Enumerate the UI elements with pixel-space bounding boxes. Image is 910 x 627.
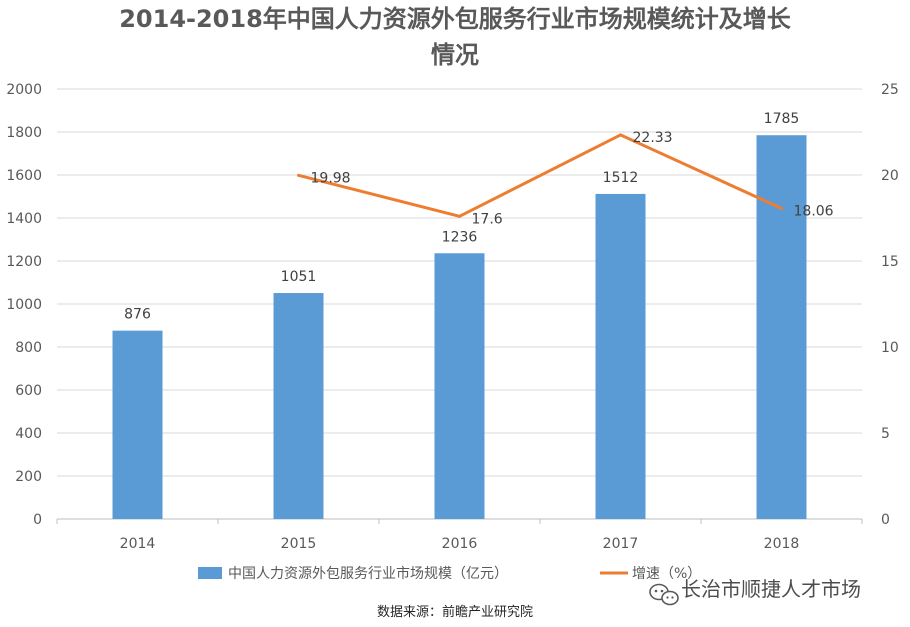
chart-title-line2: 情况 (431, 41, 479, 69)
bar (112, 330, 163, 519)
left-axis-tick-label: 600 (15, 383, 42, 399)
watermark: 长治市顺捷人才市场 (649, 577, 861, 606)
bar-series (112, 135, 807, 520)
bar (273, 293, 324, 519)
right-axis-tick-label: 10 (881, 340, 899, 356)
legend: 中国人力资源外包服务行业市场规模（亿元） 增速（%） (198, 565, 701, 582)
watermark-text: 长治市顺捷人才市场 (681, 577, 861, 601)
wechat-icon (649, 583, 679, 606)
growth-line (298, 133, 783, 218)
line-data-label: 18.06 (794, 203, 834, 219)
bar (434, 253, 485, 519)
bar (595, 193, 646, 520)
right-axis-ticks: 0 5 10 15 20 25 (881, 82, 899, 528)
x-axis-tick-label: 2018 (764, 536, 800, 552)
growth-line-series (297, 133, 783, 218)
line-data-labels: 19.98 17.6 22.33 18.06 (311, 130, 834, 227)
left-axis-tick-label: 1800 (6, 125, 42, 141)
x-axis-tick-label: 2016 (442, 536, 478, 552)
left-axis-ticks: 0 200 400 600 800 1000 1200 1400 1600 1800 2000 (6, 82, 42, 528)
right-axis-tick-label: 5 (881, 426, 890, 442)
legend-bar-swatch (198, 567, 222, 579)
growth-point (458, 214, 461, 218)
bar-data-label: 1512 (603, 170, 639, 186)
right-axis-tick-label: 25 (881, 82, 899, 98)
bar-data-label: 1051 (281, 269, 317, 285)
line-data-label: 19.98 (311, 170, 351, 186)
bar-data-label: 1236 (442, 229, 478, 245)
bar-data-label: 876 (124, 307, 151, 323)
bar-data-label: 1785 (764, 111, 800, 127)
bar-data-labels: 876 1051 1236 1512 1785 (124, 111, 799, 322)
right-axis-tick-label: 0 (881, 512, 890, 528)
left-axis-tick-label: 0 (33, 512, 42, 528)
growth-point (297, 173, 300, 177)
x-axis-tick-label: 2014 (120, 536, 156, 552)
line-data-label: 17.6 (472, 211, 503, 227)
right-axis-tick-label: 15 (881, 254, 899, 270)
data-source-note: 数据来源：前瞻产业研究院 (377, 604, 533, 620)
bar (756, 135, 807, 519)
chart-title-line1: 2014-2018年中国人力资源外包服务行业市场规模统计及增长 (119, 5, 791, 33)
left-axis-tick-label: 400 (15, 426, 42, 442)
left-axis-tick-label: 1400 (6, 211, 42, 227)
legend-line-label: 增速（%） (632, 566, 701, 582)
x-axis-ticks: 2014 2015 2016 2017 2018 (56, 519, 863, 552)
growth-point (780, 206, 783, 210)
x-axis-tick-label: 2015 (281, 536, 317, 552)
right-axis-tick-label: 20 (881, 168, 899, 184)
growth-point (619, 133, 622, 137)
x-axis-tick-label: 2017 (603, 536, 639, 552)
left-axis-tick-label: 1200 (6, 254, 42, 270)
left-axis-tick-label: 800 (15, 340, 42, 356)
left-axis-tick-label: 1000 (6, 297, 42, 313)
line-data-label: 22.33 (633, 130, 673, 146)
left-axis-tick-label: 1600 (6, 168, 42, 184)
left-axis-tick-label: 2000 (6, 82, 42, 98)
left-axis-tick-label: 200 (15, 469, 42, 485)
legend-bar-label: 中国人力资源外包服务行业市场规模（亿元） (228, 565, 508, 582)
